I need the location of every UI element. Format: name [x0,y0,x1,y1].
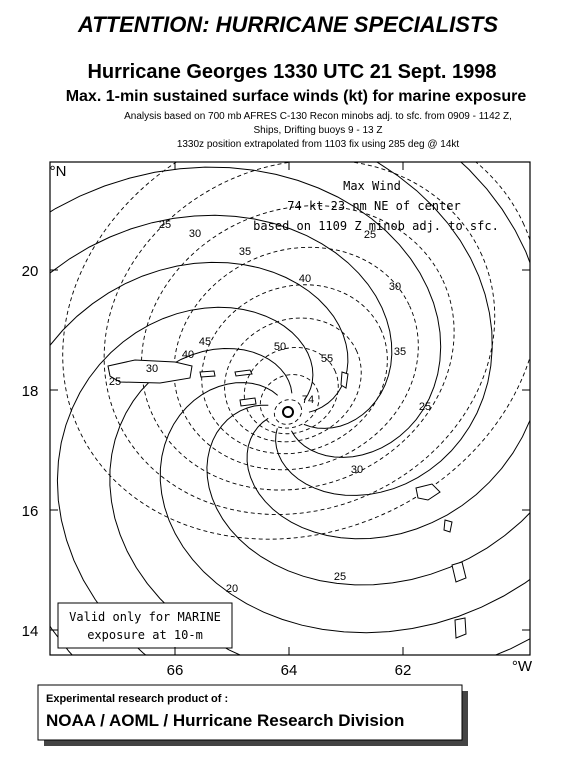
lat-tick-label: 16 [22,503,39,520]
puerto-rico [107,359,193,384]
island [199,370,216,378]
contour-label: 25 [159,219,171,231]
max-wind: 74 kt 23 nm NE of center [287,199,460,213]
streamline [56,306,314,655]
contour-label: 25 [334,571,346,583]
isotach [224,317,362,443]
isotach [103,162,496,515]
lat-tick-label: 18 [22,383,39,400]
map-frame [49,161,531,656]
contour-label: 30 [389,281,401,293]
isotach [201,284,388,455]
lat-tick-label: 14 [22,623,39,640]
streamline [50,166,442,458]
contour-label: 45 [199,336,211,348]
isotach [273,399,303,425]
contour-label: 30 [351,464,363,476]
contour-label: 20 [226,583,238,595]
lon-tick-label: 66 [167,662,184,679]
contour-label: 25 [364,229,376,241]
streamline [159,382,530,634]
note: Analysis based on 700 mb AFRES C-130 Rec… [124,111,512,122]
isotach [141,205,455,491]
credit: Experimental research product of : [46,693,228,705]
island [239,397,257,407]
wind-contours [62,162,530,540]
streamline [50,261,349,655]
contour-label: 35 [394,346,406,358]
subtitle: Hurricane Georges 1330 UTC 21 Sept. 1998 [87,61,496,83]
description: Max. 1-min sustained surface winds (kt) … [66,88,527,105]
streamline [109,347,530,655]
contour-label: 40 [182,349,194,361]
streamlines [50,162,530,655]
title: ATTENTION: HURRICANE SPECIALISTS [77,12,498,37]
contour-label: 50 [274,341,286,353]
contour-label: 30 [189,228,201,240]
validity: Valid only for MARINE [69,610,221,624]
contour-label: 25 [419,401,431,413]
streamline [275,162,493,496]
martinique [451,561,467,583]
max-wind: Max Wind [343,179,401,193]
contour-label: 35 [239,246,251,258]
isotach [243,347,339,435]
streamline [206,404,530,586]
note: 1330z position extrapolated from 1103 fi… [177,139,460,150]
st-lucia [454,617,467,639]
footer-box [37,684,463,741]
dominica [443,519,453,533]
lon-tick-label: 64 [281,662,298,679]
note: Ships, Drifting buoys 9 - 13 Z [254,125,383,136]
contour-label: 55 [321,353,333,365]
organization: NOAA / AOML / Hurricane Research Divisio… [46,711,404,730]
streamline [246,162,530,540]
storm-center [282,406,294,418]
max-wind: based on 1109 Z minob adj. to sfc. [253,219,499,233]
validity: exposure at 10-m [87,628,203,642]
contour-label: 30 [146,363,158,375]
lon-tick-label: 62 [395,662,412,679]
island [340,371,349,389]
isotach [259,374,320,429]
isotach [62,162,530,540]
contour-label: 40 [299,273,311,285]
contour-label: 25 [109,376,121,388]
island [234,369,253,377]
islands [107,359,467,639]
lat-unit: °N [50,163,67,180]
lon-unit: °W [512,658,533,675]
lat-tick-label: 20 [22,263,39,280]
streamline [50,214,393,429]
contour-label: 74 [302,394,314,406]
guadeloupe [415,483,441,501]
validity-box [57,602,233,649]
